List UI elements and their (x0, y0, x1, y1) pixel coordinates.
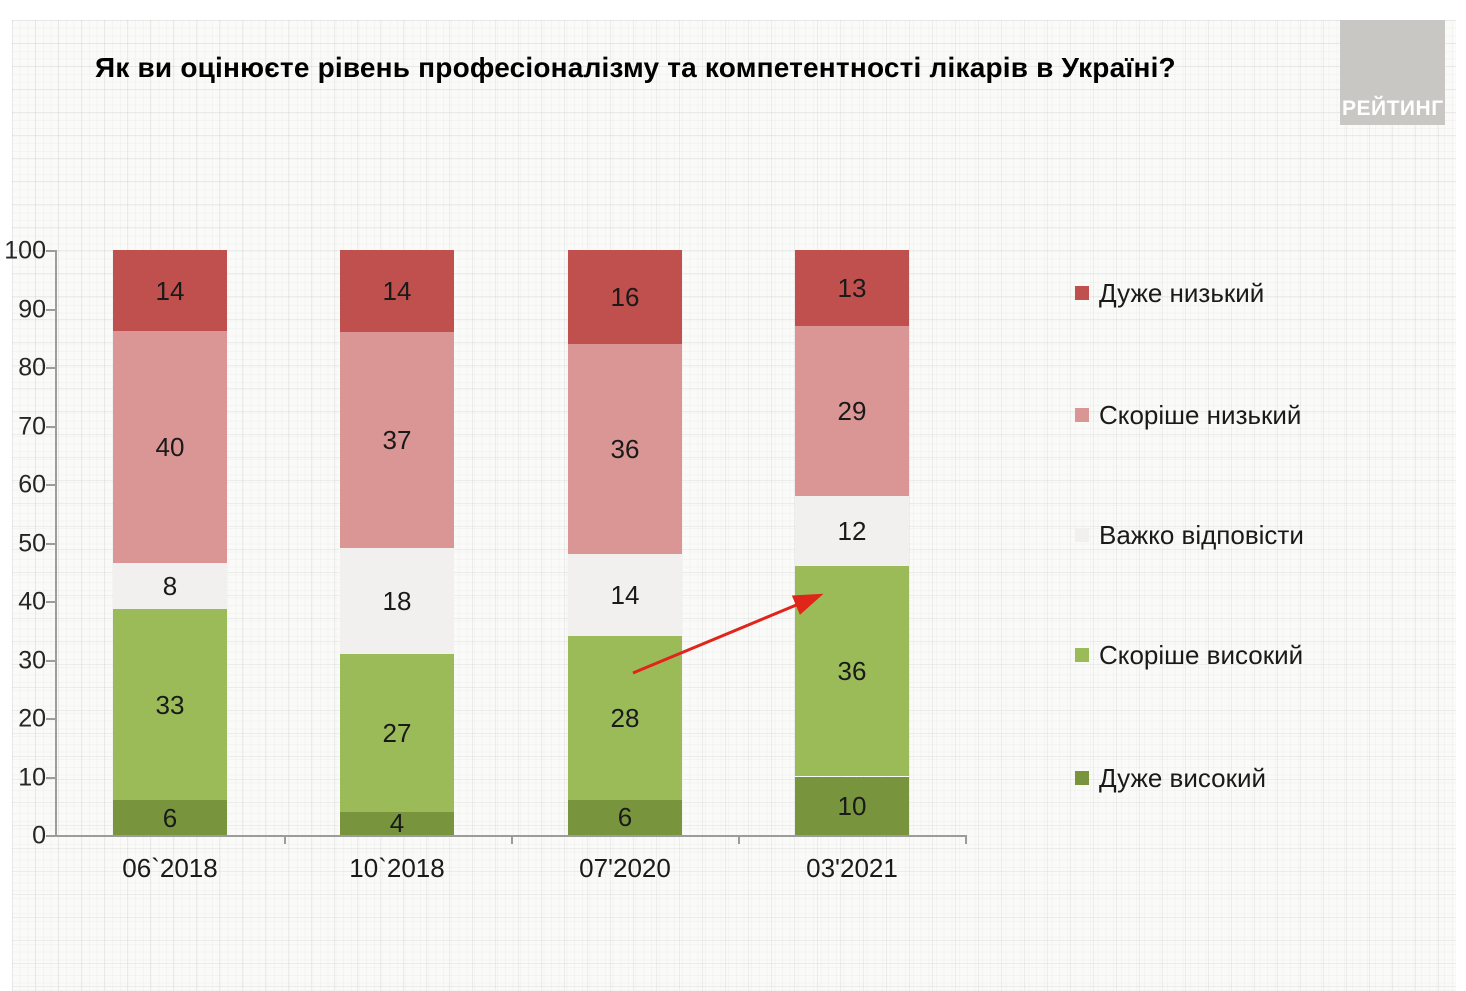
legend-item: Важко відповісти (1075, 520, 1395, 550)
x-tick-mark (284, 835, 286, 844)
bar-value-label: 6 (617, 802, 633, 833)
legend-label: Дуже високий (1099, 763, 1267, 793)
legend-item: Скоріше низький (1075, 400, 1395, 430)
x-category-label: 07'2020 (579, 853, 671, 883)
bar-segment: 33 (113, 609, 227, 801)
y-tick-label: 80 (18, 353, 46, 382)
legend-label: Важко відповісти (1099, 520, 1304, 550)
bar-segment: 6 (113, 800, 227, 835)
y-axis-line (55, 250, 57, 837)
bar-value-label: 28 (610, 702, 640, 733)
legend-swatch (1075, 408, 1089, 422)
bar-value-label: 14 (155, 275, 185, 306)
bar-segment: 18 (340, 548, 454, 654)
bar-segment: 12 (795, 495, 909, 566)
slide-background (12, 20, 1456, 991)
bar-segment: 29 (795, 326, 909, 496)
y-tick-mark (46, 484, 55, 486)
bar-segment: 14 (340, 250, 454, 332)
legend-swatch (1075, 528, 1089, 542)
legend-label: Скоріше низький (1099, 400, 1302, 430)
bar-segment: 10 (795, 776, 909, 835)
bar-value-label: 40 (155, 431, 185, 462)
x-axis-line (55, 835, 965, 837)
y-tick-mark (46, 601, 55, 603)
bar-value-label: 14 (382, 275, 412, 306)
y-tick-mark (46, 367, 55, 369)
y-tick-label: 50 (18, 529, 46, 557)
legend-swatch (1075, 286, 1089, 300)
bar-value-label: 36 (837, 656, 867, 687)
bar-value-label: 13 (837, 273, 867, 304)
y-tick-mark (46, 835, 55, 837)
x-category-label: 06`2018 (122, 853, 218, 883)
bar-segment: 37 (340, 331, 454, 549)
bar-value-label: 16 (610, 281, 640, 312)
legend-label: Скоріше високий (1099, 640, 1304, 670)
x-tick-mark (965, 835, 967, 844)
y-tick-label: 20 (18, 704, 46, 733)
bar-segment: 8 (113, 562, 227, 610)
bar-value-label: 12 (837, 515, 867, 546)
legend-item: Дуже високий (1075, 763, 1395, 793)
y-tick-mark (46, 718, 55, 720)
bar-value-label: 6 (162, 802, 178, 833)
bar-value-label: 27 (382, 717, 412, 748)
x-tick-mark (511, 835, 513, 844)
x-tick-mark (738, 835, 740, 844)
y-tick-label: 90 (18, 295, 46, 323)
legend-item: Дуже низький (1075, 278, 1395, 308)
y-tick-mark (46, 425, 55, 428)
y-tick-mark (46, 250, 55, 252)
y-tick-label: 100 (4, 236, 46, 265)
legend-label: Дуже низький (1099, 278, 1265, 308)
bar-segment: 36 (795, 565, 909, 777)
bar-value-label: 29 (837, 395, 867, 426)
y-tick-label: 10 (18, 763, 46, 791)
legend-swatch (1075, 648, 1089, 662)
bar-value-label: 18 (382, 585, 412, 616)
bar-value-label: 36 (610, 433, 640, 464)
rating-logo: РЕЙТИНГ (1340, 20, 1445, 125)
y-tick-mark (46, 659, 55, 662)
bar-segment: 14 (113, 250, 227, 332)
rating-logo-text: РЕЙТИНГ (1342, 97, 1444, 120)
bar-value-label: 37 (382, 425, 412, 456)
y-tick-mark (46, 308, 55, 311)
y-tick-label: 40 (18, 587, 46, 616)
bar-segment: 14 (568, 554, 682, 637)
y-tick-label: 60 (18, 470, 46, 499)
x-category-label: 10`2018 (349, 853, 445, 883)
bar-segment: 4 (340, 808, 454, 839)
bar-segment: 36 (568, 343, 682, 555)
y-tick-mark (46, 776, 55, 779)
y-tick-label: 0 (32, 821, 46, 850)
bar-value-label: 10 (837, 790, 867, 821)
chart-title: Як ви оцінюєте рівень професіоналізму та… (95, 52, 1176, 83)
y-tick-label: 70 (18, 412, 46, 440)
bar-segment: 6 (568, 799, 682, 835)
legend-item: Скоріше високий (1075, 640, 1395, 670)
bar-value-label: 33 (155, 689, 185, 720)
x-category-label: 03'2021 (806, 853, 898, 883)
bar-value-label: 14 (610, 580, 640, 611)
bar-value-label: 8 (162, 570, 178, 601)
bar-value-label: 4 (389, 808, 405, 839)
bar-segment: 27 (340, 653, 454, 812)
y-tick-mark (46, 542, 55, 545)
bar-segment: 40 (113, 331, 227, 563)
bar-segment: 13 (795, 250, 909, 327)
y-tick-label: 30 (18, 646, 46, 674)
bar-segment: 28 (568, 636, 682, 800)
bar-segment: 16 (568, 250, 682, 344)
legend-swatch (1075, 771, 1089, 785)
